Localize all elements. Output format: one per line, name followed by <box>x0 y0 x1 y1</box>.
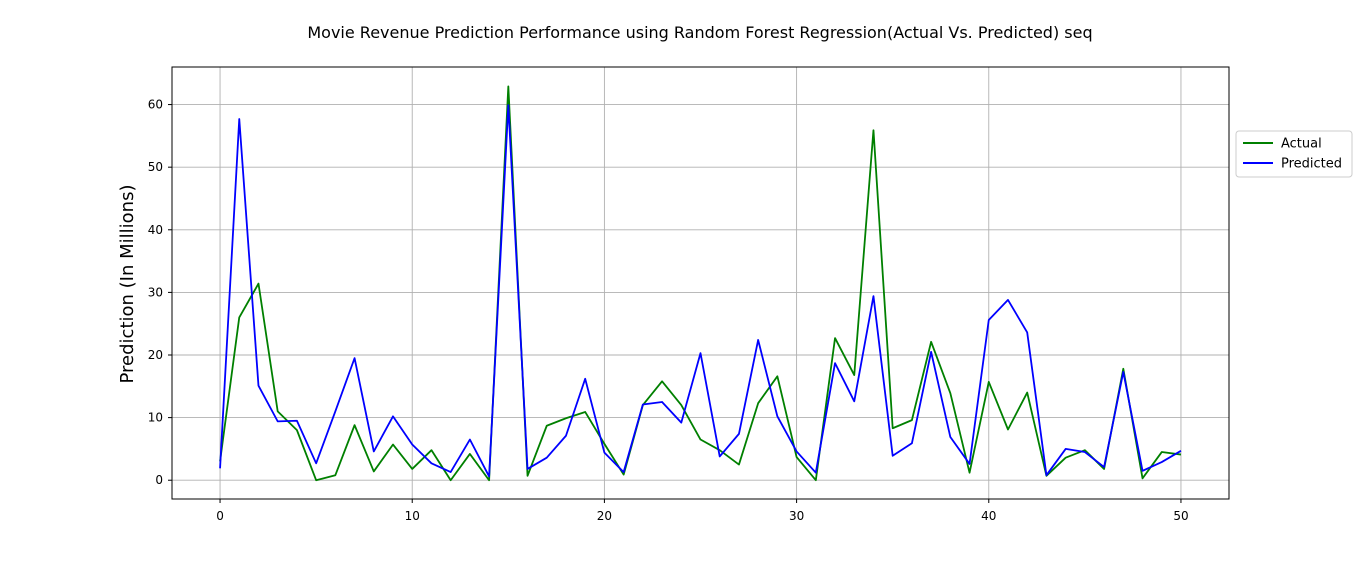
chart-title: Movie Revenue Prediction Performance usi… <box>307 23 1092 42</box>
x-tick-label: 0 <box>216 509 224 523</box>
x-tick-label: 10 <box>405 509 420 523</box>
legend-label-predicted: Predicted <box>1281 157 1342 172</box>
y-tick-label: 40 <box>148 223 163 237</box>
x-tick-label: 40 <box>981 509 996 523</box>
grid <box>172 67 1229 499</box>
x-tick-label: 50 <box>1173 509 1188 523</box>
x-tick-label: 30 <box>789 509 804 523</box>
y-tick-label: 0 <box>155 473 163 487</box>
series-line-actual <box>219 85 1182 482</box>
y-tick-label: 30 <box>148 285 163 299</box>
y-tick-label: 60 <box>148 98 163 112</box>
plot-frame <box>171 66 1230 500</box>
legend-label-actual: Actual <box>1281 137 1322 152</box>
axis-ticks: 0 10 20 30 40 50 0 10 20 30 40 50 60 <box>148 98 1189 523</box>
y-tick-label: 50 <box>148 160 163 174</box>
y-tick-label: 10 <box>148 411 163 425</box>
series-line-predicted <box>219 104 1182 478</box>
legend: Actual Predicted <box>1235 130 1353 178</box>
series-lines <box>219 85 1182 482</box>
y-axis-label: Prediction (In Millions) <box>117 185 138 384</box>
y-tick-label: 20 <box>148 348 163 362</box>
x-tick-label: 20 <box>597 509 612 523</box>
